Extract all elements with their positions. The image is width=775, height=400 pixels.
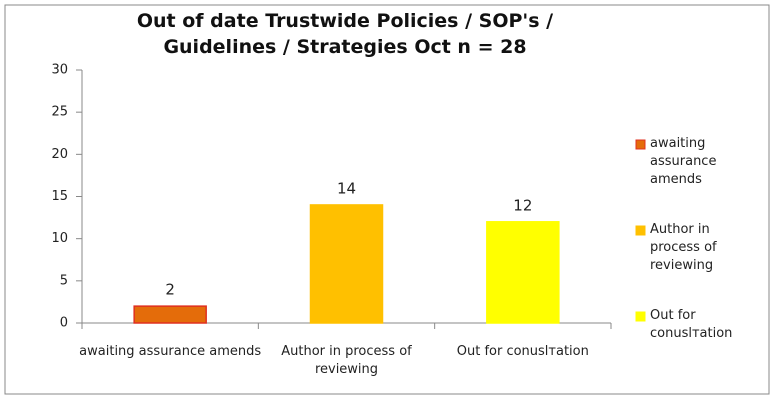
y-tick-label: 5 bbox=[60, 273, 68, 288]
legend-swatch bbox=[635, 225, 646, 236]
y-tick-label: 20 bbox=[51, 147, 68, 162]
data-label: 2 bbox=[165, 281, 175, 299]
data-label: 14 bbox=[337, 179, 356, 197]
bar bbox=[309, 204, 384, 324]
legend-label: awaiting assurance amends bbox=[650, 136, 717, 187]
y-tick-label: 25 bbox=[51, 105, 68, 120]
chart-border bbox=[4, 4, 770, 395]
y-tick-label: 0 bbox=[60, 316, 68, 331]
legend-swatch bbox=[635, 311, 646, 322]
y-tick-label: 15 bbox=[51, 189, 68, 204]
y-tick-label: 10 bbox=[51, 231, 68, 246]
x-tick-label: Out for conuslтation bbox=[456, 344, 589, 359]
legend-label: Author in process of reviewing bbox=[650, 222, 717, 273]
x-tick-label: Author in process of reviewing bbox=[281, 344, 412, 377]
legend-label: Out for conuslтation bbox=[650, 308, 733, 341]
bar bbox=[486, 221, 560, 324]
chart-title: Out of date Trustwide Policies / SOP's /… bbox=[136, 10, 554, 58]
legend-swatch bbox=[635, 139, 646, 150]
data-label: 12 bbox=[513, 196, 532, 214]
bar bbox=[133, 305, 207, 324]
y-tick-label: 30 bbox=[51, 63, 68, 78]
x-tick-label: awaiting assurance amends bbox=[79, 344, 262, 359]
